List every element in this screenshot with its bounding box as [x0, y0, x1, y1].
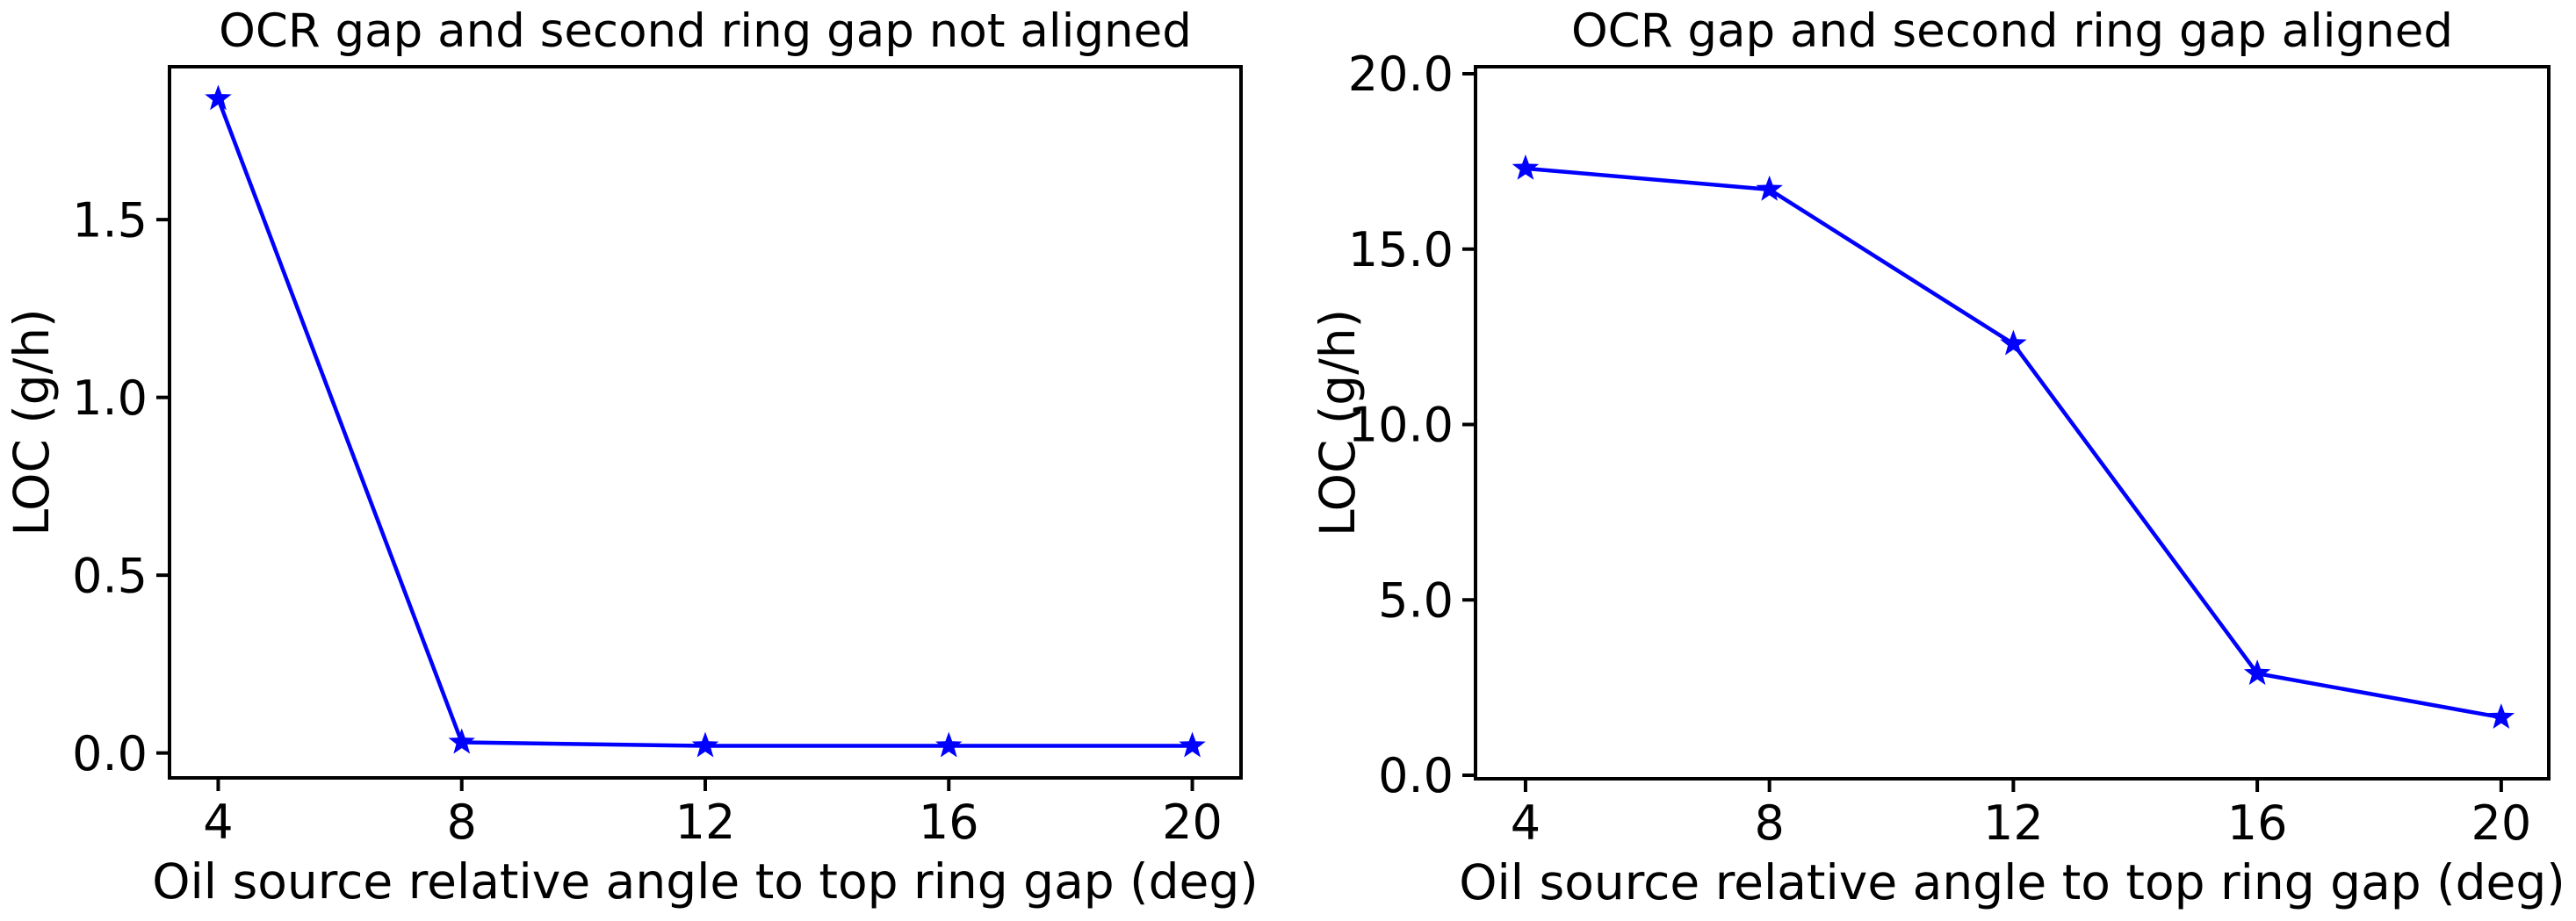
y-tick-label: 1.0 [72, 371, 148, 426]
plot-frame [168, 65, 1243, 780]
data-point-star-marker [1179, 731, 1206, 758]
data-point-star-marker [691, 731, 719, 758]
x-tick-label: 8 [1754, 795, 1784, 851]
x-tick-label: 4 [1511, 795, 1541, 851]
line-chart-not-aligned: 0.0 0.5 1.0 1.5 4 8 12 16 20 OCR gap and second r… [4, 4, 1259, 910]
y-tick-label: 0.0 [1378, 748, 1454, 803]
data-point-star-marker [448, 728, 475, 754]
chart-title: OCR gap and second ring gap aligned [1571, 4, 2453, 58]
data-line [1523, 166, 2504, 720]
x-tick-label: 16 [919, 795, 979, 850]
chart-title: OCR gap and second ring gap not aligned [219, 4, 1192, 58]
x-tick-label: 20 [1162, 795, 1223, 850]
y-tick-label: 20.0 [1348, 47, 1454, 102]
data-point-star-marker [935, 731, 963, 758]
y-tick-label: 1.5 [72, 192, 148, 248]
data-point-star-marker [2243, 659, 2271, 686]
y-tick-label: 0.0 [72, 726, 148, 781]
x-axis-label: Oil source relative angle to top ring ga… [152, 853, 1259, 910]
y-tick-label: 0.5 [72, 548, 148, 603]
data-point-star-marker [2000, 329, 2027, 356]
y-tick-label: 15.0 [1348, 222, 1454, 277]
y-axis-label: LOC (g/h) [1310, 309, 1366, 536]
line-chart-aligned: 0.0 5.0 10.0 15.0 20.0 4 8 12 16 20 OCR gap and se… [1310, 4, 2565, 910]
y-axis-label: LOC (g/h) [4, 308, 60, 536]
plot-frame [1474, 65, 2551, 781]
data-point-star-marker [1512, 154, 1540, 180]
x-tick-label: 16 [2227, 795, 2288, 851]
x-tick-label: 8 [447, 795, 477, 850]
data-line [216, 97, 1194, 748]
x-axis-label: Oil source relative angle to top ring ga… [1459, 854, 2565, 910]
data-point-star-marker [1756, 175, 1783, 201]
x-tick-label: 20 [2471, 795, 2531, 851]
chart-panel-not-aligned: 0.0 0.5 1.0 1.5 4 8 12 16 20 OCR gap and second r… [4, 4, 1259, 910]
y-tick-label: 5.0 [1378, 572, 1454, 628]
data-point-star-marker [2487, 703, 2515, 730]
x-tick-label: 4 [203, 795, 233, 850]
x-tick-label: 12 [675, 795, 736, 850]
chart-panel-aligned: 0.0 5.0 10.0 15.0 20.0 4 8 12 16 20 OCR gap and se… [1288, 0, 2576, 921]
y-tick-label: 10.0 [1348, 398, 1454, 453]
data-point-star-marker [205, 84, 232, 111]
x-tick-label: 12 [1983, 795, 2044, 851]
